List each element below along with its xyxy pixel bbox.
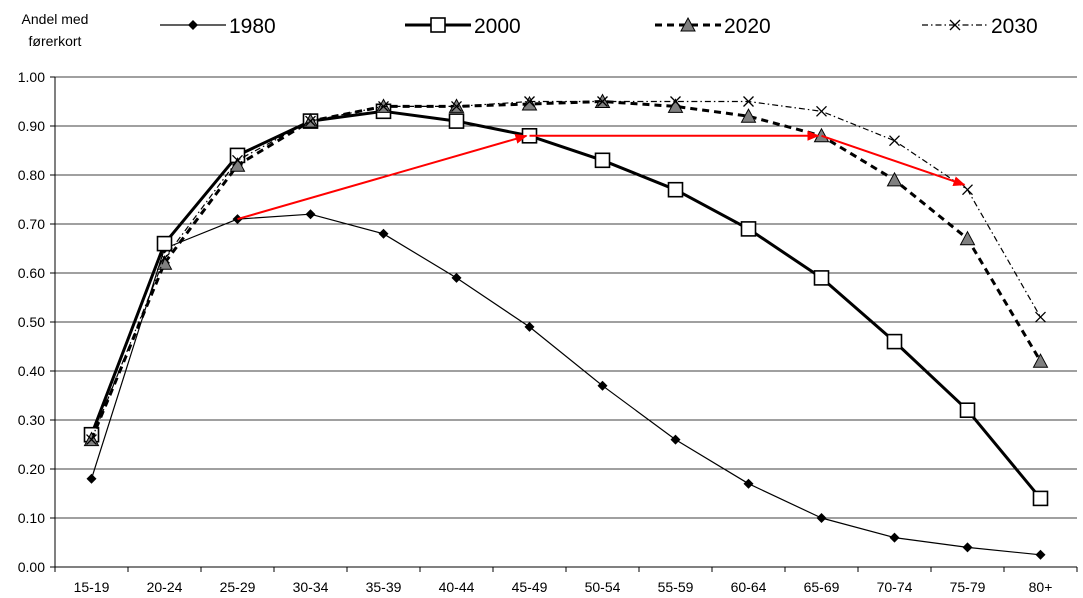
y-tick-label: 1.00: [18, 69, 45, 85]
x-tick-label: 60-64: [731, 579, 767, 595]
y-tick-label: 0.90: [18, 118, 45, 134]
data-point-2020: [740, 108, 757, 123]
annotation-arrow: [237, 134, 528, 221]
data-point-1980: [597, 380, 608, 391]
series-group: [83, 93, 1049, 560]
x-tick-labels: 15-19 20-24 25-29 30-34 35-39 40-44 45-49 50-54…: [74, 579, 1053, 595]
series-1980: [86, 209, 1046, 560]
data-point-1980: [378, 228, 389, 239]
data-point-2030: [962, 184, 973, 196]
data-point-2030: [159, 252, 170, 264]
series-line-2000: [90, 109, 1042, 500]
y-tick-label: 0.50: [18, 314, 45, 330]
axes: [54, 77, 1078, 572]
x-tick-label: 45-49: [512, 579, 548, 595]
x-tick-label: 35-39: [366, 579, 402, 595]
x-tick-label: 30-34: [293, 579, 329, 595]
data-point-2000: [594, 152, 611, 169]
x-tick-label: 40-44: [439, 579, 475, 595]
data-point-2030: [524, 96, 535, 107]
legend-swatch-marker: [430, 17, 446, 33]
legend-label: 2030: [991, 15, 1038, 38]
y-tick-label: 0.80: [18, 167, 45, 183]
data-point-1980: [670, 434, 681, 445]
x-tick-label: 15-19: [74, 579, 110, 595]
data-point-1980: [86, 473, 97, 484]
x-tick-label: 70-74: [877, 579, 913, 595]
data-point-2030: [743, 96, 754, 107]
data-point-2000: [1032, 490, 1049, 507]
data-point-2000: [740, 221, 757, 237]
annotation-arrows: [237, 130, 966, 221]
data-point-2030: [1035, 311, 1046, 323]
legend-item-1980: 1980: [160, 15, 276, 38]
x-tick-label: 75-79: [950, 579, 986, 595]
data-point-2020: [521, 95, 538, 111]
legend-swatch-marker: [188, 20, 198, 30]
x-tick-label: 65-69: [804, 579, 840, 595]
data-point-2000: [813, 270, 830, 286]
data-point-2000: [886, 333, 903, 350]
data-point-2000: [959, 402, 976, 419]
annotation-arrow: [821, 134, 966, 186]
legend-label: 2000: [474, 15, 521, 38]
series-line-2020: [90, 100, 1042, 441]
y-axis-label: Andel med førerkort: [22, 11, 89, 49]
x-tick-label: 80+: [1029, 579, 1053, 595]
data-point-1980: [743, 478, 754, 489]
legend-label: 2020: [724, 15, 771, 38]
data-point-2000: [448, 113, 465, 129]
data-point-1980: [962, 542, 973, 553]
data-point-1980: [816, 513, 827, 523]
y-tick-label: 0.10: [18, 510, 45, 526]
data-point-1980: [451, 272, 462, 283]
data-point-2000: [156, 235, 173, 252]
legend-label: 1980: [229, 15, 276, 38]
data-point-2030: [889, 135, 900, 147]
data-point-2030: [305, 115, 316, 127]
legend-item-2000: 2000: [405, 15, 521, 38]
y-tick-labels: 0.00 0.10 0.20 0.30 0.40 0.50 0.60 0.70 0.80 0.90…: [18, 69, 45, 575]
y-tick-label: 0.00: [18, 559, 45, 575]
data-point-2030: [451, 100, 462, 112]
data-point-2030: [670, 96, 681, 107]
legend-swatch-marker: [680, 16, 696, 32]
series-line-2030: [90, 100, 1042, 440]
data-point-1980: [1035, 549, 1046, 560]
data-point-2030: [86, 434, 97, 446]
y-tick-label: 0.70: [18, 216, 45, 232]
data-point-2020: [1032, 353, 1049, 368]
series-2030: [86, 96, 1046, 446]
y-axis-label-line-2: førerkort: [29, 33, 82, 49]
legend-swatch-marker: [949, 19, 961, 31]
data-point-1980: [889, 532, 900, 543]
data-point-2020: [959, 230, 976, 246]
x-tick-label: 20-24: [147, 579, 183, 595]
data-point-2030: [378, 100, 389, 112]
legend: 1980 2000 2020 2030: [160, 15, 1038, 38]
data-point-2030: [816, 105, 827, 117]
x-tick-label: 25-29: [220, 579, 256, 595]
gridlines: [50, 76, 1077, 568]
x-tick-label: 50-54: [585, 579, 621, 595]
y-tick-label: 0.20: [18, 461, 45, 477]
legend-item-2030: 2030: [922, 15, 1038, 38]
y-tick-label: 0.30: [18, 412, 45, 428]
y-tick-label: 0.40: [18, 363, 45, 379]
legend-item-2020: 2020: [655, 15, 771, 38]
data-point-2020: [886, 171, 903, 187]
x-tick-label: 55-59: [658, 579, 694, 595]
data-point-1980: [305, 209, 316, 220]
y-axis-label-line-1: Andel med: [22, 11, 89, 27]
data-point-1980: [524, 321, 535, 332]
series-line-1980: [90, 213, 1041, 556]
y-tick-label: 0.60: [18, 265, 45, 281]
data-point-2030: [597, 96, 608, 107]
data-point-2000: [667, 181, 684, 198]
data-point-2030: [232, 154, 243, 166]
